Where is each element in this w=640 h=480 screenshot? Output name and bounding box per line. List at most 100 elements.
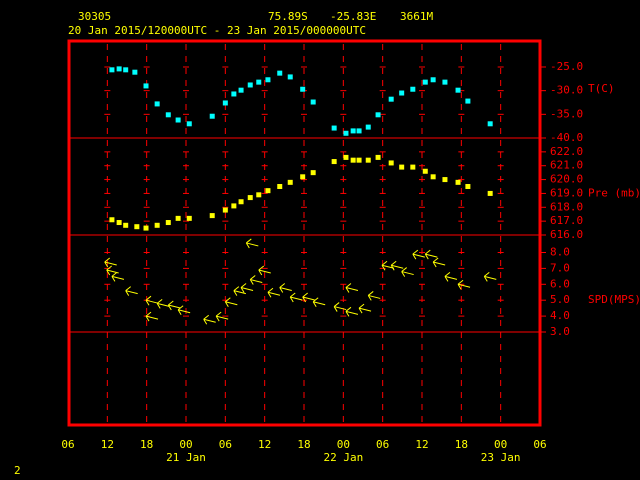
wind-arrow	[302, 292, 315, 303]
wind-arrow-shape	[457, 279, 471, 290]
x-tick-label: 06	[533, 438, 546, 451]
wind-arrow-shape	[345, 283, 359, 293]
wind-arrow-shape	[145, 295, 159, 306]
data-point	[222, 207, 228, 213]
x-tick-label: 06	[376, 438, 389, 451]
wind-arrow-shape	[279, 283, 292, 293]
wind-arrow	[401, 267, 414, 277]
data-point	[154, 101, 160, 107]
x-tick-label: 18	[455, 438, 468, 451]
y-tick-label: 617.0	[550, 214, 583, 227]
x-tick-label: 18	[297, 438, 310, 451]
x-tick-label: 12	[415, 438, 428, 451]
date-label: 22 Jan	[323, 451, 363, 464]
y-tick-label: 7.0	[550, 261, 570, 274]
wind-arrow	[145, 295, 159, 306]
data-point	[455, 179, 461, 185]
data-point	[132, 69, 138, 75]
wind-arrow	[104, 257, 117, 268]
wind-arrow	[125, 286, 138, 296]
data-point	[123, 67, 129, 73]
period: 20 Jan 2015/120000UTC - 23 Jan 2015/0000…	[68, 24, 366, 37]
data-point	[256, 79, 262, 85]
data-point	[186, 121, 192, 127]
data-point	[116, 220, 122, 226]
wind-arrow-shape	[249, 275, 263, 285]
data-point	[422, 168, 428, 174]
data-point	[410, 86, 416, 92]
wind-arrow	[358, 303, 372, 314]
wind-arrow	[177, 305, 191, 315]
data-point	[287, 74, 293, 80]
y-tick-label: 5.0	[550, 293, 570, 306]
wind-arrow-shape	[224, 297, 238, 308]
wind-arrow	[424, 249, 438, 260]
y-axis-label: T(C)	[588, 82, 615, 95]
wind-arrow	[412, 249, 425, 260]
wind-arrow	[145, 311, 159, 322]
station-id: 30305	[78, 10, 111, 23]
wind-arrow-shape	[367, 291, 381, 301]
data-point	[238, 199, 244, 205]
wind-arrow-shape	[111, 271, 125, 282]
wind-arrow-shape	[215, 311, 229, 322]
wind-arrow	[381, 260, 395, 271]
data-point	[442, 177, 448, 183]
data-point	[287, 179, 293, 185]
wind-arrow-shape	[401, 267, 414, 277]
y-tick-label: -35.0	[550, 107, 583, 120]
wind-arrow-shape	[483, 271, 497, 282]
data-point	[365, 157, 371, 163]
date-label: 23 Jan	[481, 451, 521, 464]
data-point	[116, 66, 122, 72]
wind-arrow	[390, 260, 404, 271]
data-point	[388, 96, 394, 102]
data-point	[109, 67, 115, 73]
data-point	[143, 225, 149, 231]
wind-arrow	[167, 300, 181, 311]
wind-arrow-shape	[381, 260, 395, 271]
data-point	[209, 113, 215, 119]
data-point	[430, 174, 436, 180]
y-tick-label: 3.0	[550, 325, 570, 338]
data-point	[331, 159, 337, 165]
y-tick-label: 621.0	[550, 159, 583, 172]
y-tick-label: -30.0	[550, 84, 583, 97]
wind-arrow	[367, 291, 381, 301]
data-point	[343, 130, 349, 136]
wind-arrow	[457, 279, 471, 290]
data-point	[487, 190, 493, 196]
data-point	[455, 87, 461, 93]
wind-arrow	[156, 298, 170, 309]
y-tick-label: 622.0	[550, 145, 583, 158]
wind-arrow-shape	[177, 305, 191, 315]
data-point	[343, 154, 349, 160]
wind-arrow-shape	[390, 260, 404, 271]
y-axis-label: Pre (mb)	[588, 186, 640, 199]
wind-arrow	[215, 311, 229, 322]
data-point	[350, 128, 356, 134]
data-point	[175, 117, 181, 123]
wind-arrow	[432, 257, 446, 268]
data-point	[399, 90, 405, 96]
wind-arrow	[224, 297, 238, 308]
data-point	[430, 77, 436, 83]
x-tick-label: 18	[140, 438, 153, 451]
wind-arrow-shape	[145, 311, 159, 322]
data-point	[256, 192, 262, 198]
data-point	[331, 125, 337, 131]
data-point	[399, 164, 405, 170]
x-tick-label: 06	[61, 438, 74, 451]
wind-arrow-shape	[240, 283, 254, 293]
longitude: -25.83E	[330, 10, 376, 23]
data-point	[175, 215, 181, 221]
data-point	[231, 91, 237, 97]
wind-arrow-shape	[412, 249, 425, 260]
x-tick-label: 06	[219, 438, 232, 451]
data-point	[300, 174, 306, 180]
data-point	[265, 77, 271, 83]
data-point	[231, 203, 237, 209]
data-point	[265, 188, 271, 194]
data-point	[154, 222, 160, 228]
